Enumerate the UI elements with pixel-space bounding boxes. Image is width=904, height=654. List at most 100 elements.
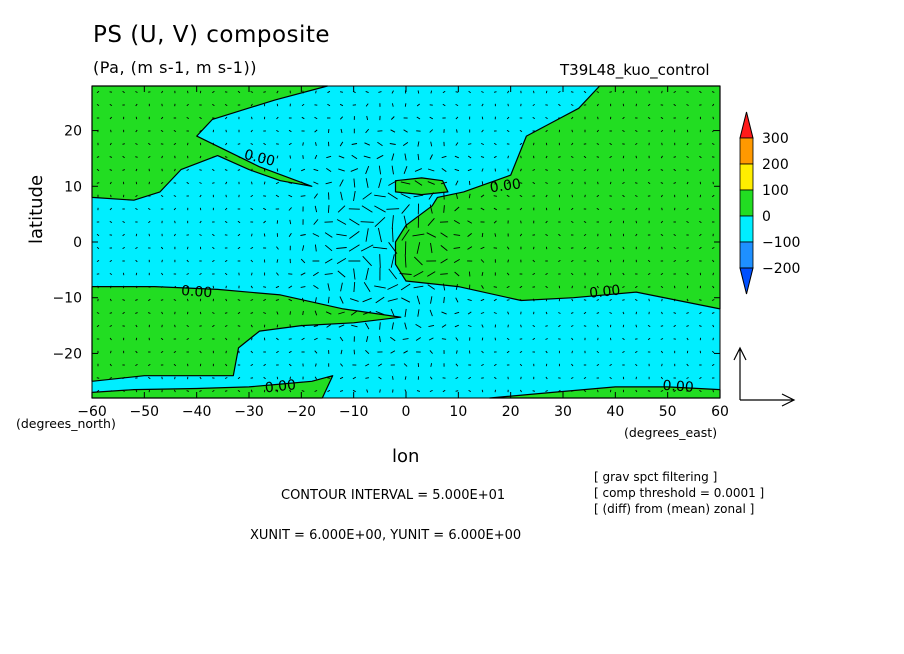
wind-vector [339,179,344,187]
wind-vector [622,116,625,120]
wind-vector [635,324,638,328]
wind-vector [660,338,664,340]
positive-region-1 [394,177,449,196]
wind-vector [362,297,372,303]
wind-vector [225,181,228,185]
wind-vector [289,311,291,315]
wind-vector [622,103,625,107]
wind-vector [199,311,202,315]
wind-vector [622,337,625,341]
wind-vector [403,129,408,133]
wind-vector [379,322,381,330]
wind-vector [302,142,304,146]
wind-vector [686,377,689,379]
wind-vector [186,246,189,250]
wind-vector [686,298,689,302]
wind-vector [660,325,664,327]
wind-vector [224,104,228,106]
wind-vector [635,207,638,211]
wind-vector [225,194,227,198]
wind-vector [326,324,332,328]
wind-vector [699,221,702,223]
wind-vector [596,350,599,354]
wind-vector [413,256,423,266]
wind-vector [507,259,509,263]
wind-vector [250,207,254,211]
run-id: T39L48_kuo_control [560,61,710,79]
wind-vector [468,143,472,145]
wind-vector [109,169,113,171]
wind-vector [686,285,689,289]
wind-vector [135,233,138,237]
wind-vector [584,194,586,198]
wind-vector [122,233,125,237]
wind-vector [699,246,702,250]
wind-vector [96,156,100,158]
wind-vector [135,208,138,210]
wind-vector [481,103,484,107]
wind-vector [454,168,460,172]
wind-vector [401,297,411,303]
wind-vector [711,91,715,93]
wind-vector [199,273,202,275]
wind-vector [314,116,318,120]
wind-vector [404,322,407,330]
wind-vector [173,299,177,301]
wind-vector [135,259,138,263]
wind-vector [110,194,112,198]
wind-vector [493,207,498,211]
wind-vector [583,155,587,159]
wind-vector [635,220,638,224]
wind-vector [415,337,421,341]
wind-vector [661,311,663,315]
wind-vector [442,283,446,291]
wind-vector [199,142,202,146]
contour-label: 0.00 [181,283,213,301]
wind-vector [365,228,369,242]
wind-vector [570,156,574,158]
wind-vector [622,90,625,94]
wind-vector [456,350,458,354]
contour-label: 0.00 [242,147,276,170]
wind-vector [251,337,253,341]
wind-vector [520,376,522,380]
wind-vector [366,115,369,121]
wind-vector [224,156,228,158]
wind-vector [481,389,484,393]
wind-vector [160,182,164,184]
wind-vector [340,349,343,355]
x-tick-label: 10 [449,404,467,420]
wind-vector [237,143,241,145]
wind-vector [558,156,561,158]
wind-vector [583,311,587,315]
wind-vector [161,155,163,159]
wind-vector [96,324,100,328]
wind-vector [392,376,394,380]
wind-vector [361,205,373,213]
wind-vector [173,285,177,289]
wind-vector [301,390,305,392]
wind-vector [699,169,702,171]
wind-vector [635,168,638,172]
wind-vector [506,285,510,289]
wind-vector [415,324,422,328]
wind-vector [339,336,344,342]
wind-vector [635,389,638,393]
wind-vector [453,259,460,263]
wind-vector [455,193,458,199]
wind-vector [493,91,497,93]
wind-vector [212,168,215,172]
wind-vector [519,195,523,197]
wind-vector [545,194,548,198]
wind-vector [661,363,663,367]
wind-vector [712,129,715,133]
wind-vector [467,325,472,327]
wind-vector [648,246,650,250]
wind-vector [413,271,424,277]
wind-vector [571,142,574,146]
wind-vector [289,219,292,225]
wind-vectors [96,90,715,393]
wind-vector [276,272,279,276]
wind-vector [96,389,100,393]
wind-vector [313,181,319,185]
